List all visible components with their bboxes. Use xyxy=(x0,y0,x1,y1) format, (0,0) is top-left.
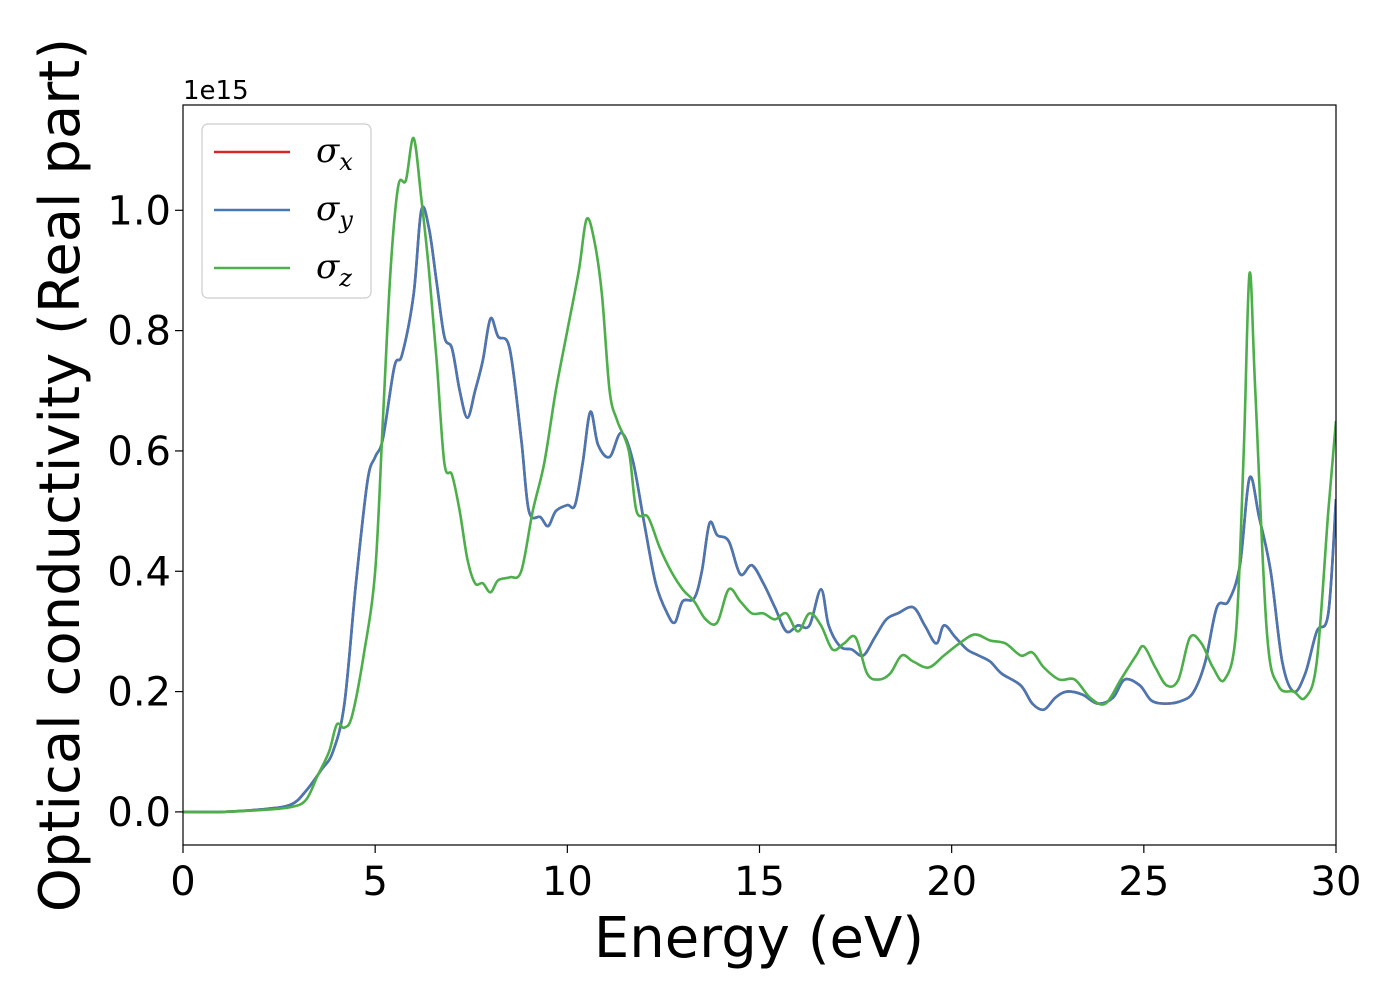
x-tick-label: 5 xyxy=(362,859,387,905)
series-line-sigma-y xyxy=(183,205,1336,814)
y-tick-label: 0.8 xyxy=(107,309,171,355)
y-axis-label: Optical conductivity (Real part) xyxy=(28,38,93,912)
x-tick-label: 25 xyxy=(1118,859,1169,905)
y-tick-label: 0.2 xyxy=(107,670,171,716)
y-axis: 0.0 0.2 0.4 0.6 0.8 1.0 xyxy=(107,188,183,836)
x-axis-label: Energy (eV) xyxy=(594,906,924,971)
y-tick-label: 0.6 xyxy=(107,429,171,475)
y-offset-label: 1e15 xyxy=(183,76,249,106)
y-tick-label: 1.0 xyxy=(107,188,171,234)
legend-label-sigma-x: σx xyxy=(316,131,353,176)
legend: σx σy σz xyxy=(201,123,372,299)
series-line-sigma-z xyxy=(183,136,1336,814)
legend-label-sigma-z: σz xyxy=(316,247,352,292)
x-tick-label: 15 xyxy=(734,859,785,905)
x-tick-label: 0 xyxy=(170,859,195,905)
x-tick-label: 20 xyxy=(926,859,977,905)
series-layer xyxy=(183,136,1336,814)
y-tick-label: 0.4 xyxy=(107,549,171,595)
y-tick-label: 0.0 xyxy=(107,790,171,836)
x-tick-label: 10 xyxy=(542,859,593,905)
x-axis: 0 5 10 15 20 25 30 xyxy=(170,845,1361,905)
x-tick-label: 30 xyxy=(1311,859,1362,905)
legend-label-sigma-y: σy xyxy=(316,189,353,234)
